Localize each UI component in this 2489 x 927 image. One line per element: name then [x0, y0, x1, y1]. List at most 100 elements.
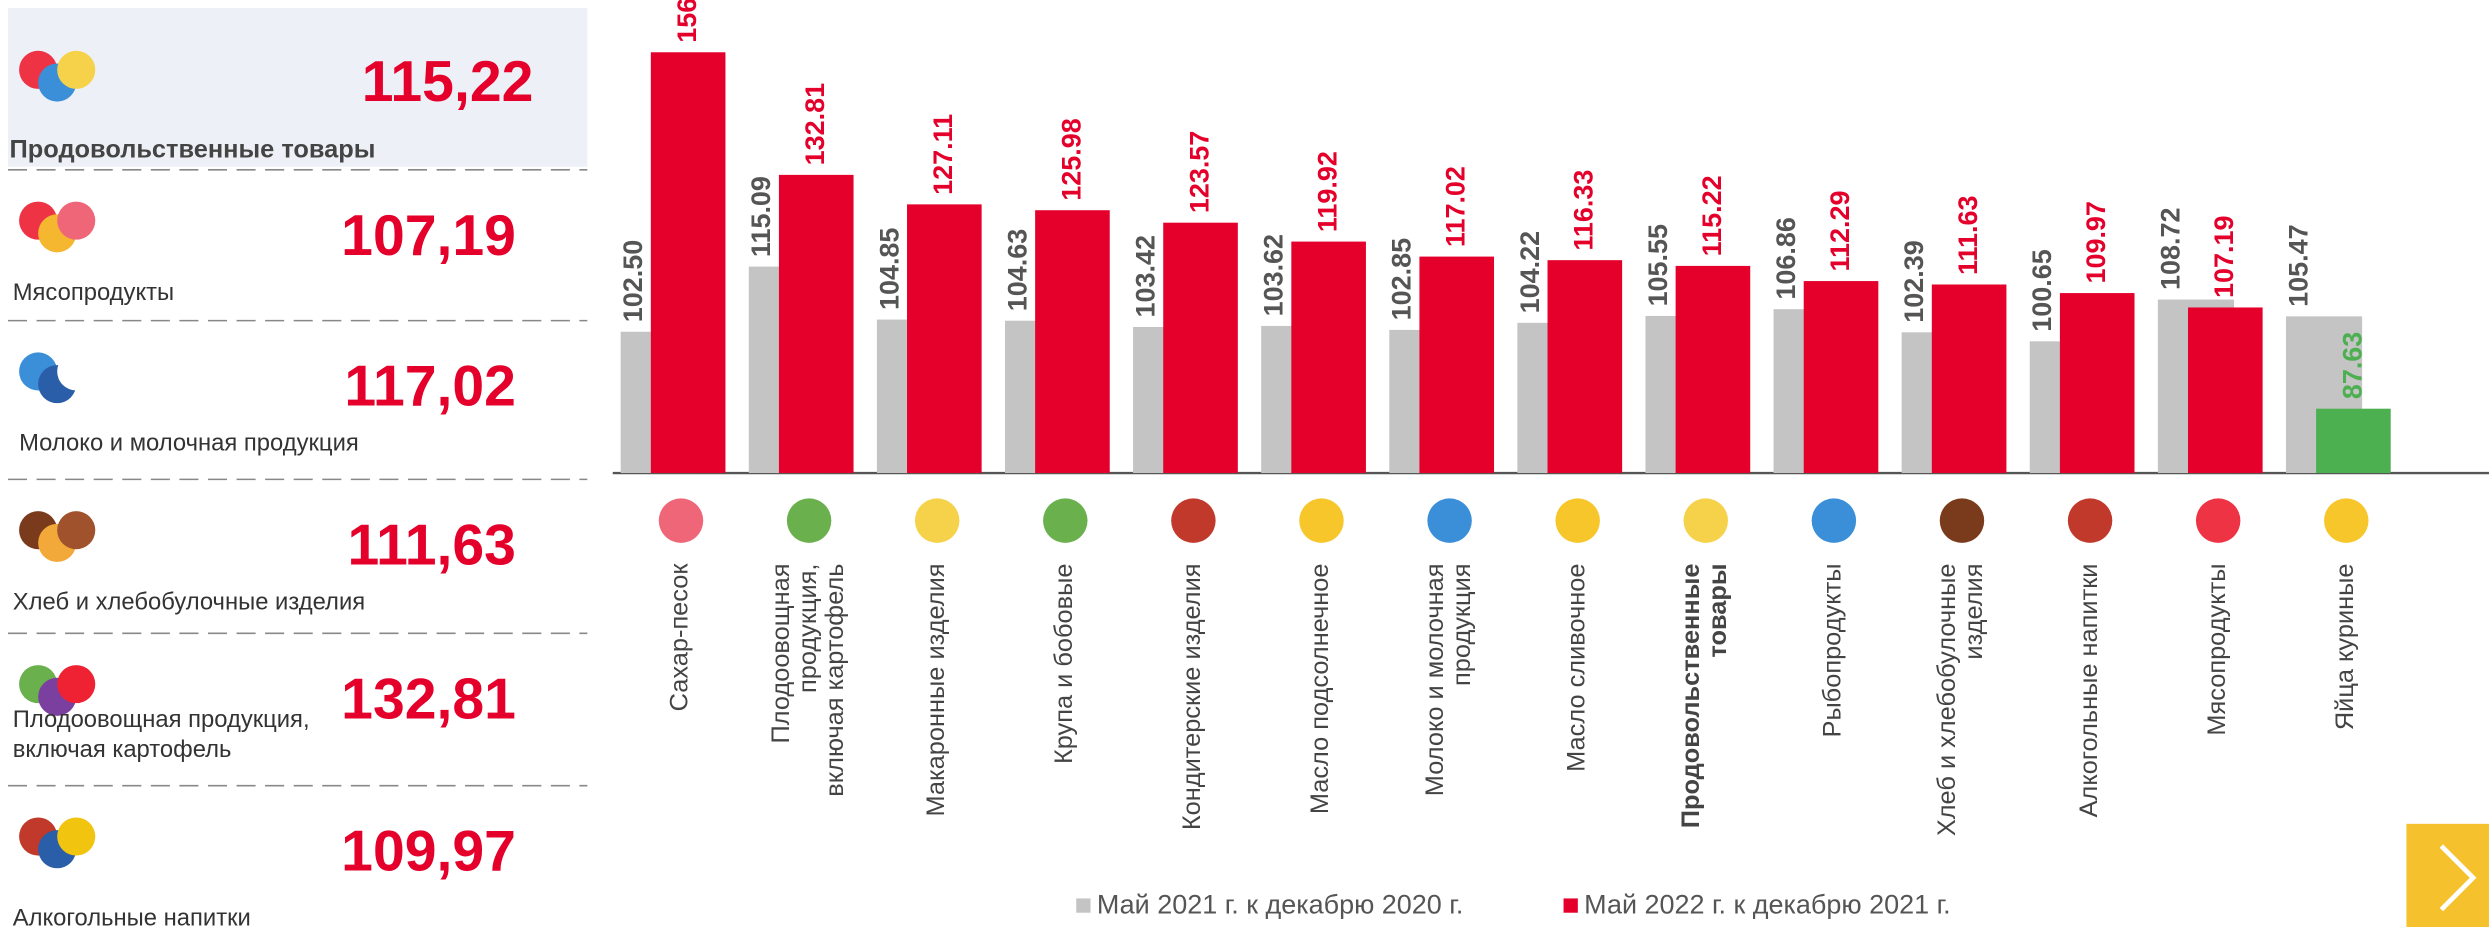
category-icon: [1683, 498, 1729, 543]
x-tick-label: Мясопродукты: [2203, 564, 2231, 736]
bar: [1035, 210, 1110, 474]
legend-label: Май 2022 г. к декабрю 2021 г.: [1584, 889, 1950, 919]
summary-label: Продовольственные товары: [10, 135, 376, 163]
value-label: 125.98: [1056, 118, 1086, 201]
value-label: 116.33: [1569, 170, 1599, 251]
highlight-bg: [7, 7, 588, 167]
x-tick-label: Кондитерские изделия: [1178, 564, 1206, 831]
value-label: 87.63: [2337, 332, 2367, 400]
value-label: 123.57: [1184, 131, 1214, 214]
x-tick-label: Плодоовощная: [767, 564, 795, 744]
icon: [57, 665, 96, 704]
value-label: 104.22: [1515, 231, 1545, 314]
value-label: 112.29: [1825, 191, 1855, 272]
x-tick-label: Молоко и молочная: [1421, 564, 1449, 797]
value-label: 109.97: [2081, 201, 2111, 284]
icon: [57, 50, 96, 89]
value-label: 104.63: [1002, 229, 1032, 312]
bar: [1931, 284, 2007, 474]
value-label: 103.42: [1130, 235, 1160, 318]
value-label: 119.92: [1313, 151, 1343, 232]
summary-value: 107,19: [341, 204, 516, 268]
legend-label: Май 2021 г. к декабрю 2020 г.: [1097, 889, 1463, 919]
value-label: 156.50: [672, 0, 702, 43]
bar: [778, 174, 854, 474]
value-label: 100.65: [2027, 249, 2057, 332]
icon: [57, 201, 96, 240]
value-label: 106.86: [1771, 217, 1801, 300]
value-label: 117.02: [1441, 166, 1471, 247]
summary-label: включая картофель: [13, 736, 232, 763]
value-label: 105.55: [1643, 224, 1673, 307]
summary-label: Мясопродукты: [13, 279, 174, 306]
x-tick-label: Масло подсолнечное: [1306, 564, 1334, 815]
value-label: 104.85: [874, 228, 904, 311]
next-button[interactable]: [2406, 823, 2489, 927]
x-tick-label: Продовольственные: [1677, 564, 1705, 829]
x-tick-label: Крупа и бобовые: [1050, 564, 1078, 765]
x-tick-label: Рыбопродукты: [1819, 564, 1847, 738]
bar: [1163, 222, 1238, 474]
bar: [907, 204, 982, 474]
value-label: 115.09: [746, 176, 776, 257]
bar: [1547, 260, 1623, 474]
x-tick-label: Сахар-песок: [666, 563, 694, 712]
summary-value: 109,97: [341, 820, 516, 884]
summary-label: Плодоовощная продукция,: [13, 706, 310, 733]
category-icon: [1939, 498, 1985, 543]
value-label: 127.11: [928, 114, 958, 195]
bar: [1803, 281, 1879, 474]
x-tick-label: Алкогольные напитки: [2075, 564, 2103, 818]
value-label: 132.81: [800, 83, 830, 166]
bar: [650, 52, 726, 474]
value-label: 108.72: [2155, 208, 2185, 291]
summary-value: 115,22: [362, 50, 534, 114]
legend-swatch: [1563, 898, 1578, 913]
category-icon: [658, 498, 704, 543]
x-tick-label: Масло сливочное: [1562, 564, 1590, 772]
x-tick-label: изделия: [1960, 564, 1988, 660]
value-label: 107.19: [2209, 215, 2239, 298]
value-label: 111.63: [1953, 195, 1983, 275]
category-icon: [2067, 498, 2113, 543]
bar: [2316, 408, 2391, 474]
value-label: 105.47: [2283, 224, 2313, 307]
category-icon: [1299, 498, 1344, 543]
bar: [1675, 265, 1751, 474]
bar: [1291, 241, 1366, 474]
category-icon: [786, 498, 832, 543]
x-tick-label: включая картофель: [821, 564, 849, 797]
category-icon: [914, 498, 960, 543]
bar: [2188, 307, 2263, 474]
summary-value: 132,81: [341, 667, 516, 731]
x-tick-label: Хлеб и хлебобулочные: [1933, 564, 1961, 837]
category-icon: [1555, 498, 1600, 543]
x-tick-label: Макаронные изделия: [922, 564, 950, 817]
value-label: 103.62: [1259, 234, 1289, 317]
bar: [1419, 256, 1495, 474]
category-icon: [2195, 498, 2241, 543]
summary-label: Алкогольные напитки: [13, 904, 251, 927]
summary-value: 117,02: [344, 355, 516, 419]
value-label: 102.39: [1899, 240, 1929, 323]
summary-label: Хлеб и хлебобулочные изделия: [13, 588, 365, 615]
value-label: 115.22: [1697, 175, 1727, 256]
icon: [57, 817, 96, 856]
x-tick-label: Яйца куриные: [2331, 564, 2359, 731]
category-icon: [1811, 498, 1857, 543]
category-icon: [1427, 498, 1472, 543]
category-icon: [2324, 498, 2369, 543]
summary-value: 111,63: [347, 513, 515, 577]
x-tick-label: товары: [1704, 564, 1732, 658]
category-icon: [1171, 498, 1216, 543]
legend-swatch: [1076, 898, 1091, 913]
category-icon: [1043, 498, 1088, 543]
bar: [2059, 293, 2135, 474]
x-tick-label: продукция: [1448, 564, 1476, 686]
summary-label: Молоко и молочная продукция: [19, 430, 359, 457]
icon: [57, 511, 96, 550]
x-tick-label: продукция,: [794, 564, 822, 694]
icon: [57, 352, 96, 391]
value-label: 102.50: [618, 240, 648, 323]
